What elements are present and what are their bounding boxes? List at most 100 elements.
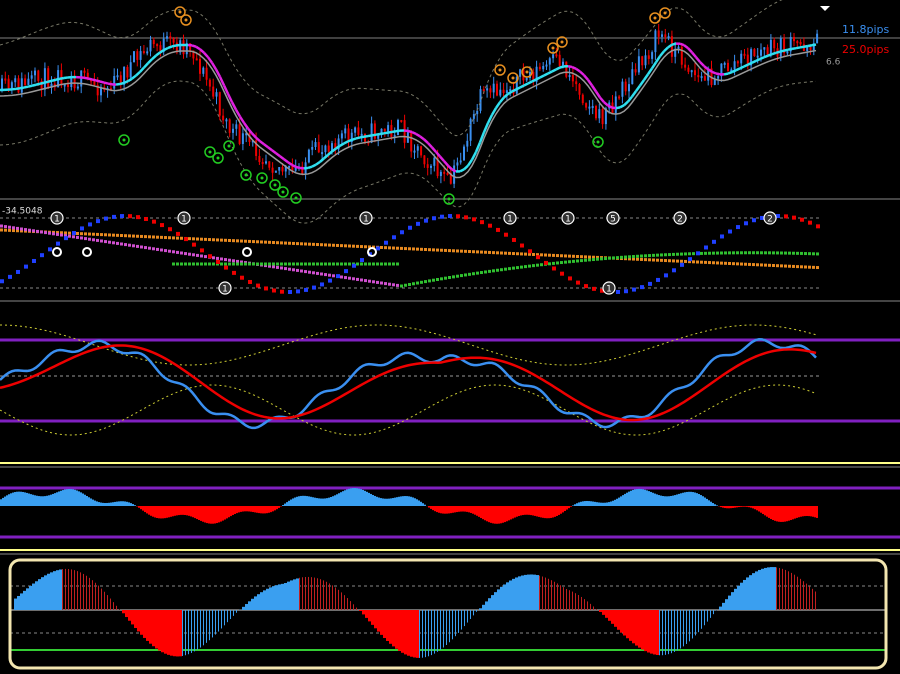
trend-dot bbox=[104, 233, 107, 237]
moving-average bbox=[119, 81, 125, 86]
trend-dot bbox=[656, 253, 659, 257]
signal-ring bbox=[592, 136, 604, 148]
trend-dot bbox=[76, 231, 79, 235]
histogram-bar bbox=[329, 583, 330, 610]
trend-dot bbox=[280, 262, 283, 266]
histogram-bar bbox=[587, 601, 588, 610]
candle bbox=[505, 90, 508, 93]
trend-dot bbox=[464, 249, 467, 253]
cycle-dot bbox=[184, 237, 188, 242]
cycle-dot bbox=[72, 231, 76, 236]
trend-dot bbox=[36, 229, 39, 233]
histogram-bar bbox=[312, 497, 314, 506]
histogram-bar bbox=[58, 491, 60, 506]
histogram-bar bbox=[768, 506, 770, 518]
histogram-bar bbox=[134, 505, 136, 506]
candle bbox=[621, 81, 624, 97]
histogram-bar bbox=[246, 506, 248, 512]
histogram-bar bbox=[491, 595, 494, 610]
histogram-bar bbox=[542, 576, 543, 610]
histogram-bar bbox=[182, 610, 183, 656]
histogram-bar bbox=[192, 506, 194, 518]
candle bbox=[139, 51, 142, 60]
histogram-bar bbox=[746, 506, 748, 507]
trend-dot bbox=[804, 252, 807, 256]
histogram-bar bbox=[516, 506, 518, 517]
histogram-bar bbox=[737, 585, 740, 610]
candle bbox=[317, 142, 320, 153]
histogram-bar bbox=[434, 610, 435, 654]
trend-dot bbox=[676, 252, 679, 256]
histogram-bar bbox=[104, 502, 106, 506]
histogram-bar bbox=[128, 502, 130, 506]
histogram-bar bbox=[161, 610, 164, 653]
trend-dot bbox=[604, 257, 607, 261]
trend-dot bbox=[508, 267, 511, 271]
trend-dot bbox=[272, 265, 275, 269]
cycle-dot bbox=[688, 257, 692, 262]
histogram-bar bbox=[773, 567, 776, 610]
histogram-bar bbox=[346, 489, 348, 506]
histogram-bar bbox=[749, 575, 752, 610]
moving-average bbox=[103, 81, 109, 85]
histogram-bar bbox=[414, 498, 416, 506]
trend-dot bbox=[396, 246, 399, 250]
histogram-bar bbox=[287, 581, 290, 610]
histogram-bar bbox=[288, 500, 290, 506]
candle bbox=[812, 43, 815, 51]
candle bbox=[793, 36, 795, 42]
trend-dot bbox=[132, 234, 135, 238]
histogram-bar bbox=[306, 496, 308, 506]
histogram-bar bbox=[0, 499, 2, 506]
trend-dot bbox=[256, 240, 259, 244]
histogram-bar bbox=[694, 492, 696, 506]
trend-dot bbox=[436, 248, 439, 252]
histogram-bar bbox=[264, 506, 266, 514]
histogram-bar bbox=[680, 493, 682, 506]
candle bbox=[410, 132, 413, 152]
histogram-bar bbox=[494, 506, 496, 524]
cycle-dot bbox=[480, 220, 484, 225]
histogram-bar bbox=[728, 506, 730, 509]
histogram-bar bbox=[60, 490, 62, 506]
histogram-bar bbox=[638, 488, 640, 506]
histogram-bar bbox=[644, 610, 647, 652]
moving-average bbox=[295, 165, 301, 170]
trend-dot bbox=[0, 224, 3, 228]
candle bbox=[47, 68, 50, 88]
cycle-dot bbox=[80, 226, 84, 231]
moving-average bbox=[83, 76, 89, 80]
candle bbox=[604, 108, 607, 125]
cycle-dot bbox=[352, 263, 356, 268]
moving-average bbox=[107, 82, 113, 86]
histogram-bar bbox=[92, 499, 94, 506]
candle bbox=[251, 140, 254, 143]
trend-dot bbox=[480, 250, 483, 254]
trend-dot bbox=[296, 242, 299, 246]
trend-dot bbox=[728, 261, 731, 265]
histogram-bar bbox=[41, 577, 44, 610]
histogram-bar bbox=[20, 491, 22, 506]
histogram-bar bbox=[220, 506, 222, 522]
trend-dot bbox=[472, 250, 475, 254]
trend-dot bbox=[756, 263, 759, 267]
signal-ring bbox=[240, 169, 252, 181]
candle bbox=[37, 70, 40, 81]
moving-average bbox=[646, 67, 654, 75]
candle bbox=[350, 132, 353, 142]
signal-ring bbox=[547, 42, 559, 54]
candle bbox=[288, 165, 291, 168]
histogram-bar bbox=[734, 588, 737, 610]
histogram-bar bbox=[232, 506, 234, 515]
trend-dot bbox=[392, 283, 395, 287]
candle bbox=[575, 81, 578, 85]
histogram-bar bbox=[68, 569, 69, 610]
trend-dot bbox=[628, 257, 631, 261]
trend-dot bbox=[332, 262, 335, 266]
histogram-bar bbox=[336, 494, 338, 506]
cycle-dot bbox=[336, 274, 340, 279]
moving-average bbox=[331, 147, 337, 153]
signal-dot bbox=[208, 150, 212, 154]
cycle-dot bbox=[696, 251, 700, 256]
histogram-bar bbox=[22, 491, 24, 506]
